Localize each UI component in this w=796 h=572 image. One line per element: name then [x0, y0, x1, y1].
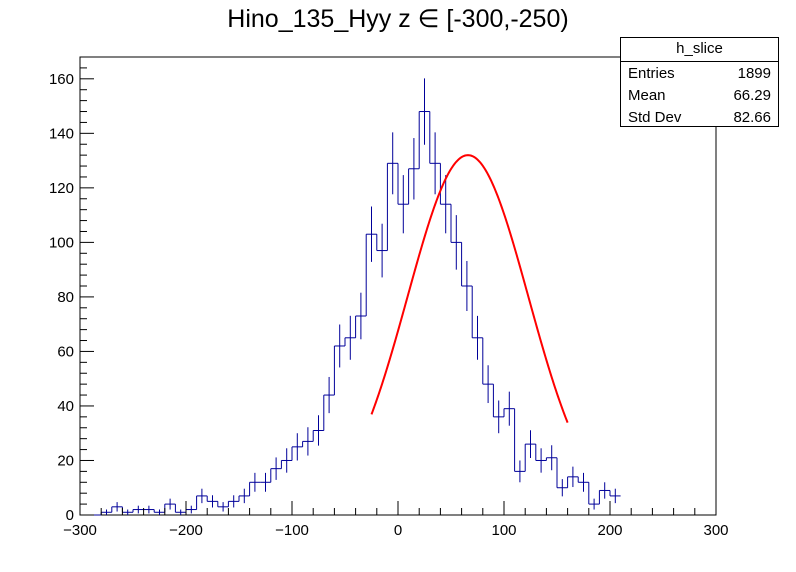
stats-value: 82.66	[733, 109, 771, 126]
y-tick-label: 100	[49, 234, 74, 251]
gaussian-fit-curve	[370, 154, 569, 423]
x-tick-label: −200	[169, 522, 203, 539]
stats-box-title: h_slice	[621, 38, 778, 62]
x-tick-label: 0	[394, 522, 402, 539]
x-tick-label: 300	[703, 522, 728, 539]
stats-value: 66.29	[733, 87, 771, 104]
stats-label: Entries	[628, 65, 675, 82]
chart-title: Hino_135_Hyy z ∈ [-300,-250)	[227, 5, 569, 33]
stats-row-mean: Mean 66.29	[621, 84, 778, 106]
y-tick-label: 20	[57, 452, 74, 469]
stats-box: h_slice Entries 1899 Mean 66.29 Std Dev …	[620, 37, 779, 127]
axis-layer: −300 −200 −100 0 100 200 300 0 20 40 60 80 100 120 140…	[49, 56, 729, 539]
histogram-layer	[80, 78, 621, 516]
fit-layer	[370, 154, 569, 423]
y-tick-label: 0	[66, 507, 74, 524]
stats-row-stddev: Std Dev 82.66	[621, 106, 778, 128]
stats-label: Mean	[628, 87, 666, 104]
x-tick-label: 100	[491, 522, 516, 539]
stats-label: Std Dev	[628, 109, 682, 126]
stats-value: 1899	[737, 65, 771, 82]
stats-row-entries: Entries 1899	[621, 62, 778, 84]
y-tick-label: 120	[49, 180, 74, 197]
y-tick-label: 80	[57, 289, 74, 306]
y-tick-label: 40	[57, 398, 74, 415]
x-tick-label: −300	[63, 522, 97, 539]
y-tick-label: 140	[49, 125, 74, 142]
y-tick-label: 60	[57, 343, 74, 360]
y-tick-label: 160	[49, 71, 74, 88]
x-tick-label: 200	[597, 522, 622, 539]
x-tick-label: −100	[275, 522, 309, 539]
